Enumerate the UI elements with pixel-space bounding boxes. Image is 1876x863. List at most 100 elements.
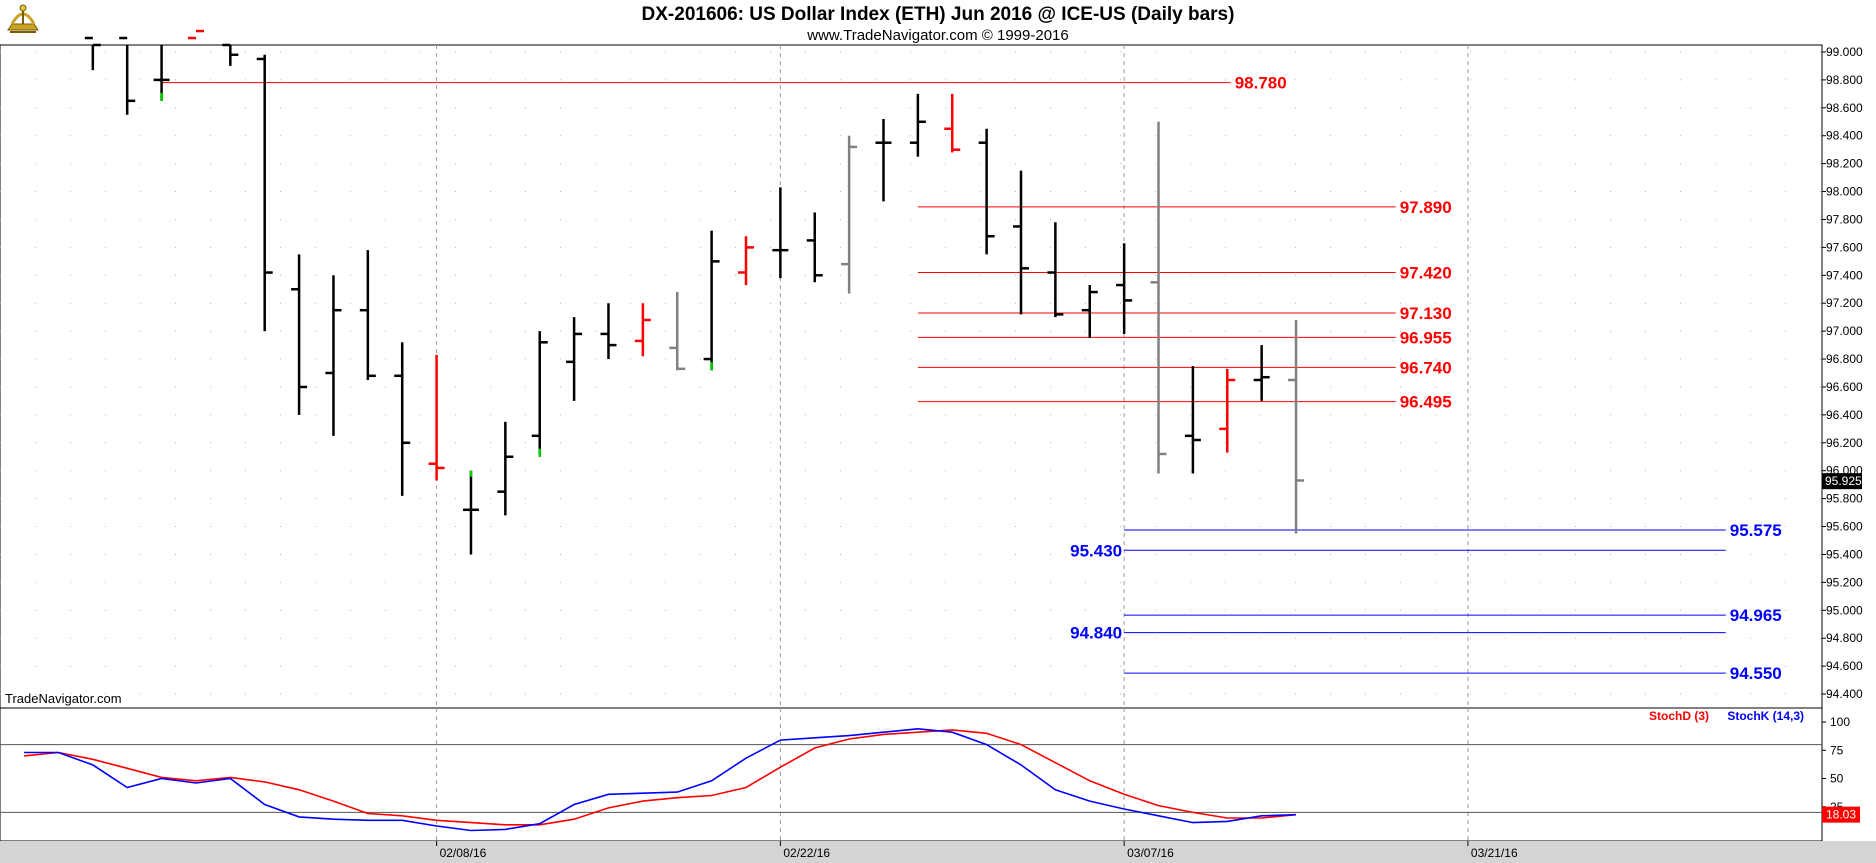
- resistance-label: 96.740: [1400, 358, 1452, 377]
- price-tick-label: 98.000: [1826, 185, 1863, 199]
- support-label: 94.550: [1730, 664, 1782, 683]
- ohlc-bar: [497, 421, 514, 516]
- price-tick-label: 94.400: [1826, 687, 1863, 701]
- ohlc-bar: [909, 93, 926, 157]
- ohlc-bar: [153, 45, 170, 101]
- price-tick-label: 96.400: [1826, 408, 1863, 422]
- resistance-label: 96.955: [1400, 328, 1452, 347]
- ohlc-bar: [875, 118, 892, 202]
- price-tick-label: 98.800: [1826, 73, 1863, 87]
- support-label: 95.430: [1070, 541, 1122, 560]
- date-axis: 02/08/16 02/22/16 03/07/16 03/21/16: [436, 841, 1518, 860]
- ohlc-bar: [841, 135, 858, 294]
- ohlc-bar: [669, 292, 686, 371]
- date-tick-label: 02/22/16: [783, 846, 830, 860]
- price-tick-label: 94.800: [1826, 631, 1863, 645]
- legend-stochd: StochD (3): [1649, 709, 1709, 723]
- stoch-series-line: [24, 729, 1297, 826]
- price-tick-label: 97.400: [1826, 268, 1863, 282]
- ohlc-bar: [944, 93, 961, 153]
- stoch-series-line: [24, 727, 1297, 832]
- price-tick-label: 96.200: [1826, 436, 1863, 450]
- ohlc-bar: [1253, 345, 1270, 401]
- price-tick-label: 97.800: [1826, 212, 1863, 226]
- ohlc-bar: [119, 36, 136, 115]
- ohlc-bar: [325, 275, 342, 436]
- ohlc-bar: [634, 303, 651, 357]
- price-tick-label: 95.600: [1826, 520, 1863, 534]
- price-tick-label: 95.400: [1826, 547, 1863, 561]
- resistance-label: 96.495: [1400, 393, 1452, 412]
- ohlc-bar: [359, 250, 376, 380]
- price-tick-label: 95.200: [1826, 575, 1863, 589]
- date-tick-label: 02/08/16: [440, 846, 487, 860]
- stoch-grid: [0, 708, 1822, 841]
- ohlc-bar: [703, 230, 720, 371]
- sextant-logo-icon: [7, 4, 39, 33]
- ohlc-bar: [84, 36, 101, 71]
- price-tick-label: 97.600: [1826, 240, 1863, 254]
- ohlc-bar: [222, 43, 239, 66]
- price-tick-label: 95.800: [1826, 492, 1863, 506]
- chart-subtitle: www.TradeNavigator.com © 1999-2016: [806, 27, 1068, 44]
- price-tick-label: 96.600: [1826, 380, 1863, 394]
- resistance-label: 97.130: [1400, 304, 1452, 323]
- ohlc-bar: [1150, 121, 1167, 474]
- stoch-last-box: [1822, 806, 1860, 823]
- ohlc-bar: [1219, 368, 1236, 453]
- ohlc-bar: [1288, 319, 1305, 534]
- resistance-label: 97.420: [1400, 264, 1452, 283]
- price-tick-label: 97.000: [1826, 324, 1863, 338]
- stochastic-panel: [0, 707, 1823, 842]
- watermark: TradeNavigator.com: [5, 691, 122, 706]
- ohlc-bar: [566, 317, 583, 401]
- stoch-tick-label: 75: [1830, 743, 1844, 757]
- stoch-lines: [24, 727, 1297, 832]
- price-grid: [0, 45, 1822, 708]
- price-tick-label: 98.600: [1826, 101, 1863, 115]
- stoch-last-label: 18.03: [1826, 808, 1856, 822]
- header-band: [0, 0, 1876, 45]
- price-tick-label: 97.200: [1826, 296, 1863, 310]
- ohlc-bar: [806, 212, 823, 283]
- chart-title: DX-201606: US Dollar Index (ETH) Jun 201…: [642, 4, 1235, 25]
- ohlc-bar: [1184, 366, 1201, 474]
- stoch-tick-label: 50: [1830, 772, 1844, 786]
- support-label: 94.840: [1070, 624, 1122, 643]
- last-price-label: 95.925: [1825, 474, 1862, 488]
- date-tick-label: 03/21/16: [1471, 846, 1518, 860]
- ohlc-bar: [394, 342, 411, 496]
- ohlc-bar: [978, 128, 995, 255]
- date-axis-band: [0, 841, 1876, 863]
- ohlc-bar: [531, 331, 548, 457]
- price-axis: 99.000 98.800 98.600 98.400 98.200 98.000 97.8…: [1821, 45, 1863, 841]
- last-price-box: [1822, 473, 1862, 490]
- ohlc-bar: [772, 187, 789, 279]
- resistance-label: 97.890: [1400, 198, 1452, 217]
- resistance-label: 98.780: [1235, 74, 1287, 93]
- ohlc-bar: [1047, 222, 1064, 318]
- support-label: 95.575: [1730, 521, 1782, 540]
- ohlc-bar: [1116, 243, 1133, 334]
- price-panel: [0, 44, 1823, 709]
- ohlc-bar: [428, 354, 445, 481]
- stoch-axis: 10075502518.03: [1822, 715, 1860, 823]
- price-tick-label: 95.000: [1826, 603, 1863, 617]
- ohlc-bar: [256, 54, 273, 332]
- ohlc-bar: [291, 254, 308, 415]
- ohlc-bar: [187, 29, 204, 40]
- ohlc-bar: [462, 470, 479, 555]
- price-levels: 98.780 97.890 97.420 97.130 96.955 96.740 96.4…: [161, 74, 1782, 683]
- price-tick-label: 98.400: [1826, 129, 1863, 143]
- price-bars: [84, 29, 1305, 555]
- stoch-tick-label: 100: [1830, 715, 1850, 729]
- ohlc-bar: [737, 236, 754, 286]
- ohlc-bar: [600, 303, 617, 360]
- ohlc-bar: [1013, 170, 1030, 315]
- price-tick-label: 98.200: [1826, 157, 1863, 171]
- date-tick-label: 03/07/16: [1127, 846, 1174, 860]
- legend-stochk: StochK (14,3): [1727, 709, 1804, 723]
- price-tick-label: 99.000: [1826, 45, 1863, 59]
- price-tick-label: 94.600: [1826, 659, 1863, 673]
